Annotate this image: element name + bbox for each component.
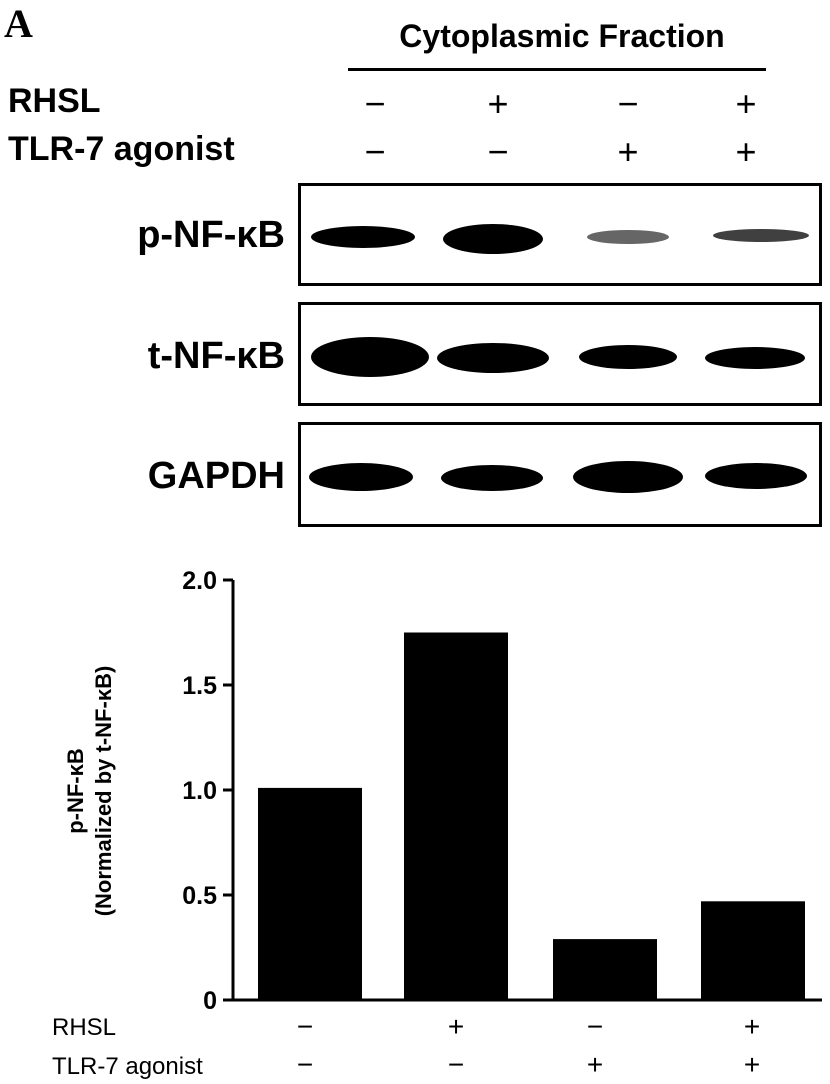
bar [553, 939, 657, 1000]
band-gapdh-lane3 [573, 461, 683, 493]
y-tick-label: 0 [203, 987, 217, 1015]
y-tick-label: 2.0 [182, 567, 217, 595]
band-p-nfkb-lane1 [311, 226, 415, 248]
band-p-nfkb-lane3 [587, 230, 669, 244]
tlr7-sign-lane1: − [364, 131, 386, 172]
bottom-tlr7-label: TLR-7 agonist [52, 1053, 203, 1080]
band-t-nfkb-lane4 [705, 347, 805, 369]
bottom-rhsl-label: RHSL [52, 1014, 117, 1041]
blot-label-gapdh: GAPDH [147, 455, 285, 497]
bottom-tlr7-sign-3: + [586, 1049, 604, 1080]
fraction-title: Cytoplasmic Fraction [399, 18, 725, 54]
bar [701, 901, 805, 1000]
y-tick-label: 1.5 [182, 672, 217, 700]
blot-t-nfkb [298, 302, 822, 406]
band-gapdh-lane2 [441, 465, 543, 491]
band-t-nfkb-lane3 [579, 345, 677, 369]
tlr7-sign-lane2: − [487, 131, 509, 172]
rhsl-sign-lane2: + [487, 83, 509, 124]
blot-label-p-nfkb: p-NF-κB [137, 214, 285, 256]
bottom-rhsl-sign-3: − [586, 1011, 604, 1042]
tlr7-sign-lane4: + [735, 131, 757, 172]
band-t-nfkb-lane2 [437, 343, 549, 373]
rhsl-sign-lane1: − [364, 83, 386, 124]
rhsl-label: RHSL [8, 82, 101, 120]
blot-label-t-nfkb: t-NF-κB [147, 335, 285, 377]
band-gapdh-lane4 [705, 463, 807, 489]
y-tick-label: 0.5 [182, 882, 217, 910]
bar [404, 632, 508, 1000]
band-t-nfkb-lane1 [311, 337, 429, 377]
panel-letter: A [4, 1, 33, 46]
band-p-nfkb-lane2 [443, 224, 543, 254]
blot-gapdh [298, 422, 822, 527]
y-axis-label-line2: (Normalized by t-NF-κB) [91, 665, 116, 917]
bottom-tlr7-sign-2: − [447, 1049, 465, 1080]
bottom-rhsl-sign-4: + [743, 1011, 761, 1042]
bar [258, 787, 362, 1000]
blot-p-nfkb [298, 183, 822, 286]
bottom-tlr7-sign-4: + [743, 1049, 761, 1080]
bottom-rhsl-sign-1: − [296, 1011, 314, 1042]
y-axis-label-line1: p-NF-κB [63, 748, 88, 834]
tlr7-sign-lane3: + [617, 131, 639, 172]
bottom-rhsl-sign-2: + [447, 1011, 465, 1042]
rhsl-sign-lane4: + [735, 83, 757, 124]
band-gapdh-lane1 [309, 463, 413, 491]
band-p-nfkb-lane4 [713, 229, 809, 242]
rhsl-sign-lane3: − [617, 83, 639, 124]
tlr7-label: TLR-7 agonist [8, 130, 235, 168]
fraction-underline [348, 68, 766, 71]
y-tick-label: 1.0 [182, 777, 217, 805]
bottom-tlr7-sign-1: − [296, 1049, 314, 1080]
